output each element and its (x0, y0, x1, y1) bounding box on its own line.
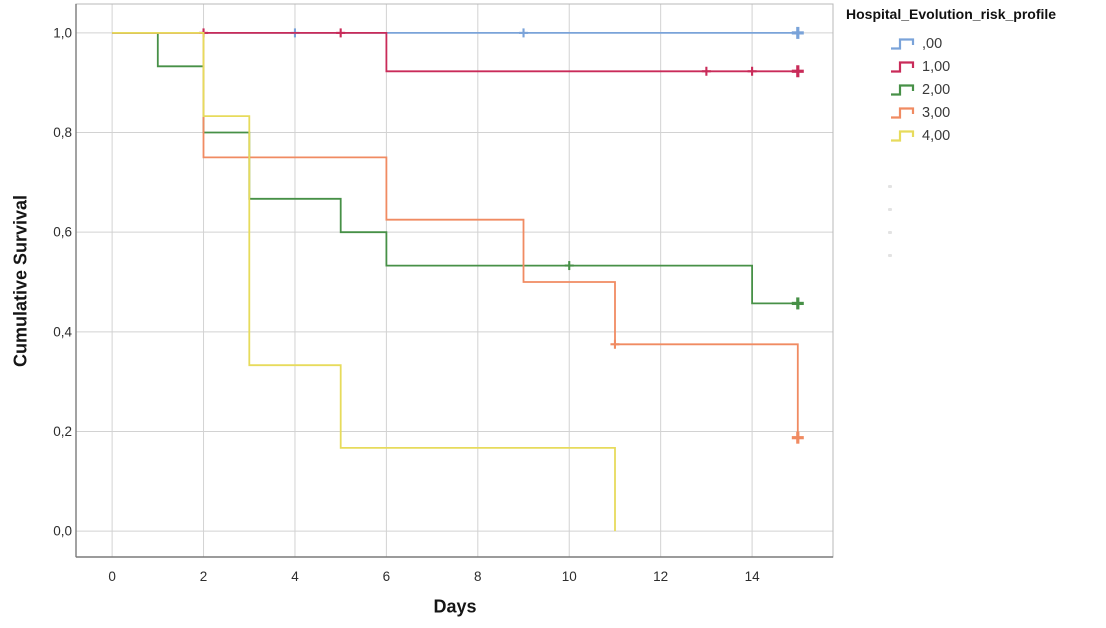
x-tick-label: 14 (745, 569, 761, 584)
x-tick-label: 8 (474, 569, 482, 584)
step-line-icon (891, 37, 915, 50)
survival-curve-1,00 (112, 32, 798, 73)
x-tick-label: 6 (383, 569, 391, 584)
legend-item: ,00 (890, 32, 1104, 55)
y-tick-label: 0,2 (53, 424, 72, 439)
legend-item: 3,00 (890, 101, 1104, 124)
x-tick-label: 12 (653, 569, 668, 584)
legend-item-label: ,00 (922, 35, 943, 52)
x-tick-label: 10 (562, 569, 577, 584)
survival-curve-2,00 (112, 32, 798, 305)
legend-items: ,00 1,00 2,00 3,00 4,00 (846, 32, 1104, 147)
y-tick-label: 0,8 (53, 125, 72, 140)
y-tick-label: 0,4 (53, 324, 72, 339)
legend-item: 4,00 (890, 124, 1104, 147)
legend-item-label: 2,00 (922, 81, 951, 98)
plot-frame (75, 3, 834, 558)
y-axis-title: Cumulative Survival (10, 194, 31, 368)
x-tick-label: 2 (200, 569, 208, 584)
faint-censored-legend-mark (888, 231, 892, 234)
faint-censored-legend-mark (888, 208, 892, 211)
legend-item-label: 4,00 (922, 127, 951, 144)
y-tick-label: 1,0 (53, 25, 72, 40)
legend-item-label: 3,00 (922, 104, 951, 121)
legend-item: 2,00 (890, 78, 1104, 101)
survival-curve-3,00 (112, 32, 799, 438)
faint-censored-legend-mark (888, 185, 892, 188)
survival-curve-4,00 (112, 32, 616, 532)
y-tick-label: 0,0 (53, 524, 72, 539)
x-tick-label: 4 (291, 569, 299, 584)
legend-item-label: 1,00 (922, 58, 951, 75)
legend-item: 1,00 (890, 55, 1104, 78)
legend-title: Hospital_Evolution_risk_profile (846, 6, 1057, 22)
x-axis-title: Days (433, 596, 477, 617)
x-tick-label: 0 (108, 569, 116, 584)
legend: Hospital_Evolution_risk_profile ,00 1,00 2… (846, 6, 1104, 147)
step-line-icon (891, 106, 915, 119)
step-line-icon (891, 60, 915, 73)
step-line-icon (891, 129, 915, 142)
step-line-icon (891, 83, 915, 96)
y-tick-label: 0,6 (53, 225, 72, 240)
faint-censored-legend-mark (888, 254, 892, 257)
